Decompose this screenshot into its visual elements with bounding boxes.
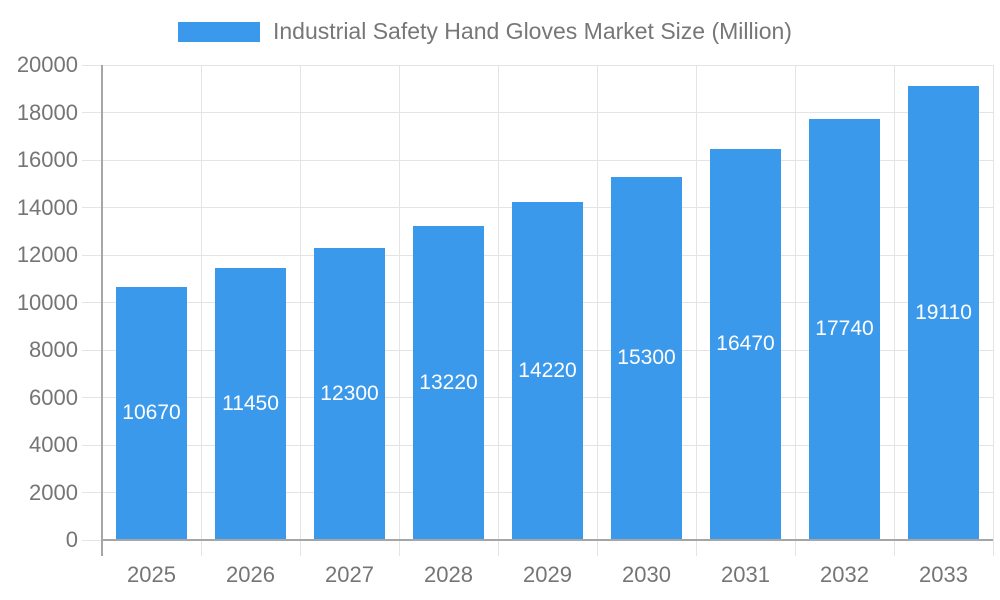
- gridline-vertical: [299, 65, 301, 556]
- bar-2025: [116, 286, 187, 540]
- gridline-vertical: [398, 65, 400, 556]
- y-tick-label: 2000: [29, 479, 78, 505]
- bar-value-label: 17740: [815, 317, 874, 341]
- bar-2033: [908, 86, 979, 540]
- bar-value-label: 13220: [419, 371, 478, 394]
- y-tick-label: 8000: [29, 337, 78, 362]
- y-axis-tick: [82, 302, 102, 303]
- y-axis-tick: [82, 349, 102, 351]
- y-axis-tick: [82, 444, 102, 446]
- x-tick-label: 2033: [919, 562, 968, 587]
- legend-swatch: [178, 21, 260, 42]
- y-tick-label: 16000: [16, 147, 78, 172]
- x-axis-line: [102, 539, 993, 541]
- y-tick-label: 20000: [16, 52, 78, 77]
- x-tick-label: 2026: [226, 562, 275, 587]
- y-axis-tick: [82, 112, 102, 113]
- legend: Industrial Safety Hand Gloves Market Siz…: [178, 18, 792, 45]
- bar-2028: [413, 226, 484, 540]
- bar-2029: [512, 202, 583, 540]
- x-tick-label: 2029: [523, 562, 572, 587]
- bar-2026: [215, 268, 286, 540]
- y-axis-tick: [82, 254, 102, 256]
- x-tick-label: 2030: [622, 562, 671, 587]
- gridline-horizontal: [102, 112, 993, 113]
- gridline-horizontal: [102, 159, 993, 161]
- y-axis-tick: [82, 159, 102, 161]
- gridline-vertical: [695, 65, 697, 556]
- bar-value-label: 19110: [915, 301, 972, 325]
- bar-2027: [314, 247, 385, 540]
- y-tick-label: 10000: [16, 289, 78, 315]
- gridline-vertical: [794, 65, 796, 556]
- gridline-vertical: [893, 65, 895, 556]
- y-tick-label: 14000: [16, 194, 78, 220]
- y-tick-label: 6000: [29, 384, 78, 410]
- x-tick-label: 2032: [820, 562, 869, 587]
- bar-value-label: 11450: [222, 392, 279, 416]
- y-tick-label: 4000: [29, 432, 78, 457]
- bar-value-label: 15300: [617, 346, 676, 370]
- gridline-vertical: [992, 65, 994, 556]
- bar-2030: [611, 176, 682, 540]
- bar-value-label: 10670: [122, 401, 181, 425]
- gridline-vertical: [596, 65, 598, 556]
- y-axis-tick: [82, 492, 102, 493]
- bar-value-label: 12300: [320, 381, 379, 405]
- y-tick-label: 18000: [16, 99, 78, 125]
- x-tick-label: 2031: [721, 562, 770, 587]
- bar-2031: [710, 148, 781, 540]
- y-axis-tick: [82, 64, 102, 66]
- y-axis-tick: [82, 539, 102, 541]
- gridline-horizontal: [102, 64, 993, 66]
- gridline-vertical: [497, 65, 499, 556]
- y-axis-line: [101, 65, 103, 556]
- y-axis-tick: [82, 207, 102, 208]
- bar-2032: [809, 118, 880, 540]
- x-tick-label: 2028: [424, 562, 473, 587]
- bar-value-label: 14220: [518, 359, 577, 383]
- x-tick-label: 2025: [127, 562, 176, 587]
- legend-label: Industrial Safety Hand Gloves Market Siz…: [273, 18, 792, 44]
- y-tick-label: 12000: [16, 242, 78, 267]
- gridline-vertical: [200, 65, 202, 556]
- y-axis-tick: [82, 397, 102, 398]
- bar-value-label: 16470: [716, 332, 775, 356]
- x-tick-label: 2027: [325, 562, 374, 587]
- y-tick-label: 0: [65, 527, 78, 552]
